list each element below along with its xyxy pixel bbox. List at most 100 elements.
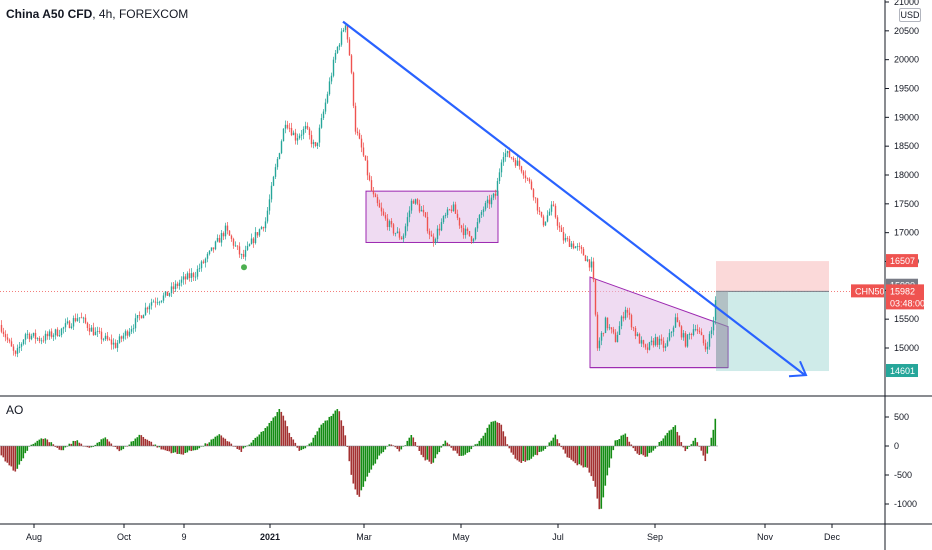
ao-bar [70,443,73,446]
candle-body [552,204,555,206]
ao-bar [280,411,283,446]
candle-body [708,333,711,347]
ao-bar [20,446,23,462]
ao-bar [432,446,435,463]
candle-body [544,221,547,226]
ao-bar [382,446,385,453]
candle-body [130,329,133,332]
candle-body [324,102,327,112]
ao-bar [710,437,713,446]
candle-body [444,214,447,217]
ao-bar [648,446,651,454]
ao-bar [414,442,417,446]
candle-body [172,286,175,289]
ao-bar [12,446,15,471]
candle-body [678,322,681,327]
candle-body [352,72,355,106]
candle-body [610,327,613,330]
ao-bar [604,446,607,486]
candle-body [318,127,321,143]
ao-bar [230,443,233,446]
candle-body [242,254,245,257]
ao-bar [466,446,469,453]
ao-bar [524,446,527,462]
ao-bar [316,431,319,446]
candle-body [190,273,193,278]
candle-body [574,246,577,249]
ao-bar [260,431,263,446]
ao-bar [342,425,345,446]
candle-body [566,237,569,239]
candle-body [220,233,223,243]
candle-body [400,237,403,240]
candle-body [606,317,609,329]
ao-bar [262,431,265,446]
ao-bar [272,417,275,446]
candle-body [570,243,573,247]
candle-body [156,302,159,304]
ao-bar [244,446,247,448]
candle-body [2,331,5,335]
candle-body [222,233,225,237]
ao-bar [338,411,341,446]
candle-body [88,328,91,332]
candle-body [240,254,243,255]
candle-body [206,253,209,259]
stop-price-tag: 14601 [886,364,918,378]
candle-body [588,259,591,268]
candle-body [586,259,589,262]
ao-bar [374,446,377,464]
price-tick-label: 15500 [894,314,919,324]
candle-body [462,228,465,236]
candle-body [634,328,637,336]
last-price-text: 15982 [890,286,915,296]
candle-body [238,246,241,255]
candle-body [158,301,161,303]
price-tick-label: 17000 [894,228,919,238]
candle-body [502,157,505,163]
ao-bar [570,446,573,460]
candle-body [654,337,657,346]
ao-bar [194,446,197,451]
ao-bar [152,444,155,446]
candle-body [542,216,545,226]
candle-body [514,160,517,166]
ao-bar [514,446,517,459]
candle-body [426,216,429,232]
candle-body [652,340,655,346]
candle-body [668,332,671,341]
candle-body [420,209,423,212]
candle-body [474,228,477,240]
ao-bar [388,444,391,446]
candle-body [446,209,449,215]
candle-body [452,204,455,212]
candle-body [320,117,323,128]
candle-body [372,190,375,195]
candle-body [594,279,597,315]
candle-body [576,246,579,247]
candle-body [140,315,143,319]
chart-title[interactable]: China A50 CFD, 4h, FOREXCOM [6,7,188,21]
price-tick-label: 21000 [894,0,919,7]
currency-badge[interactable]: USD [899,8,921,22]
candle-body [168,293,171,296]
ao-bar [160,446,163,450]
candle-body [494,193,497,196]
candle-body [530,181,533,190]
indicator-label[interactable]: AO [6,403,24,417]
ao-bar [74,441,77,446]
candle-body [380,207,383,212]
ao-bar [672,426,675,446]
candle-body [416,199,419,204]
ao-bar [334,410,337,446]
candle-body [268,199,271,211]
ao-bar [76,440,79,446]
candle-body [418,203,421,212]
ao-bar [386,446,389,447]
candle-body [150,302,153,306]
ao-bar [62,446,65,451]
ao-bar [88,446,91,448]
candle-body [282,128,285,142]
ao-bar [276,412,279,446]
